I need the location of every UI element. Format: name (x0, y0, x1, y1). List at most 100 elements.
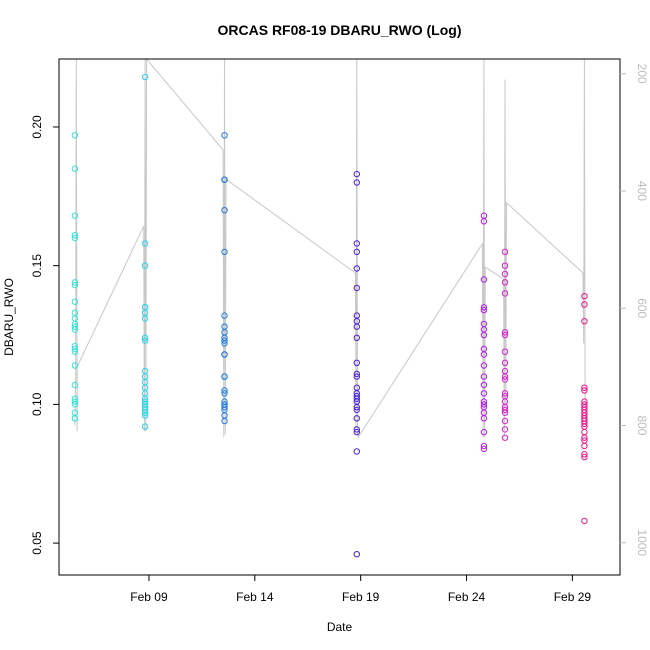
data-point (71, 415, 79, 422)
y-axis-label: DBARU_RWO (2, 278, 16, 356)
data-point (71, 165, 79, 172)
data-point (221, 340, 228, 347)
data-point (501, 329, 509, 336)
data-point (501, 406, 509, 414)
data-point (141, 412, 149, 419)
data-point (501, 279, 509, 286)
right-tick-label: 800 (635, 415, 649, 435)
data-point (353, 359, 360, 366)
data-point (501, 417, 509, 425)
data-point (480, 304, 488, 311)
data-point (501, 290, 509, 297)
data-point (221, 312, 228, 319)
data-point (501, 248, 509, 256)
data-point (353, 428, 360, 436)
data-point (581, 434, 588, 441)
y-tick-label: 0.10 (30, 392, 44, 416)
data-point (221, 248, 228, 256)
data-point (501, 359, 509, 366)
data-point (581, 293, 588, 300)
data-point (501, 331, 509, 339)
x-tick-label: Feb 24 (448, 590, 486, 604)
data-point (480, 445, 488, 452)
data-point (501, 262, 509, 269)
data-point (71, 401, 79, 408)
data-point (71, 362, 79, 369)
data-point (581, 451, 588, 458)
data-point (353, 334, 360, 341)
data-point (221, 404, 228, 411)
right-tick-label: 200 (635, 64, 649, 84)
data-point (353, 426, 360, 433)
y-tick-label: 0.05 (30, 531, 44, 555)
data-point (221, 387, 228, 394)
data-point (141, 315, 149, 322)
x-tick-label: Feb 14 (236, 590, 274, 604)
x-axis: Feb 09 Feb 14 Feb 19 Feb 24 Feb 29 (130, 575, 591, 604)
data-point (480, 390, 488, 397)
data-point (480, 401, 488, 408)
right-tick-label: 1000 (635, 529, 649, 556)
data-point (141, 409, 149, 416)
data-point (71, 281, 79, 289)
data-point (581, 301, 588, 308)
data-point (501, 348, 509, 355)
data-point (480, 415, 488, 422)
data-point (71, 232, 79, 239)
data-point (141, 262, 149, 269)
data-point (501, 270, 509, 278)
data-point (71, 279, 79, 286)
data-series-3 (221, 132, 228, 425)
data-series-1 (71, 132, 79, 422)
data-point (353, 404, 360, 411)
data-point (71, 132, 79, 139)
x-axis-label: Date (327, 620, 353, 634)
data-point (480, 381, 488, 389)
x-tick-label: Feb 29 (554, 590, 592, 604)
data-point (353, 248, 360, 256)
data-series-6 (501, 248, 509, 441)
data-point (581, 384, 588, 391)
data-point (71, 212, 79, 219)
data-point (221, 176, 228, 183)
data-point (221, 390, 228, 397)
data-point (581, 517, 588, 525)
data-point (480, 442, 488, 450)
data-point (221, 132, 228, 139)
data-point (501, 390, 509, 397)
data-point (353, 323, 360, 330)
data-point (71, 234, 79, 242)
data-point (71, 348, 79, 355)
right-axis: 200 400 600 800 1000 (620, 64, 649, 556)
data-point (221, 373, 228, 380)
data-point (353, 415, 360, 422)
data-point (141, 423, 149, 430)
chart-title: ORCAS RF08-19 DBARU_RWO (Log) (218, 22, 462, 38)
data-point (480, 276, 488, 283)
data-point (501, 434, 509, 441)
data-point (480, 218, 488, 225)
data-point (71, 398, 79, 405)
data-point (71, 323, 79, 330)
right-tick-label: 400 (635, 181, 649, 201)
data-point (480, 362, 488, 369)
data-point (141, 337, 149, 344)
data-point (71, 381, 79, 389)
data-point (581, 453, 588, 461)
y-tick-label: 0.20 (30, 115, 44, 139)
data-point (353, 179, 360, 186)
data-point (71, 326, 79, 333)
x-tick-label: Feb 19 (342, 590, 380, 604)
data-point (581, 442, 588, 450)
data-point (501, 376, 509, 383)
data-point (480, 306, 488, 314)
data-point (221, 417, 228, 425)
data-point (501, 409, 509, 416)
data-point (501, 426, 509, 433)
data-point (480, 428, 488, 436)
right-tick-label: 600 (635, 298, 649, 318)
data-point (581, 318, 588, 325)
x-tick-label: Feb 09 (130, 590, 168, 604)
data-series-2 (141, 73, 149, 430)
